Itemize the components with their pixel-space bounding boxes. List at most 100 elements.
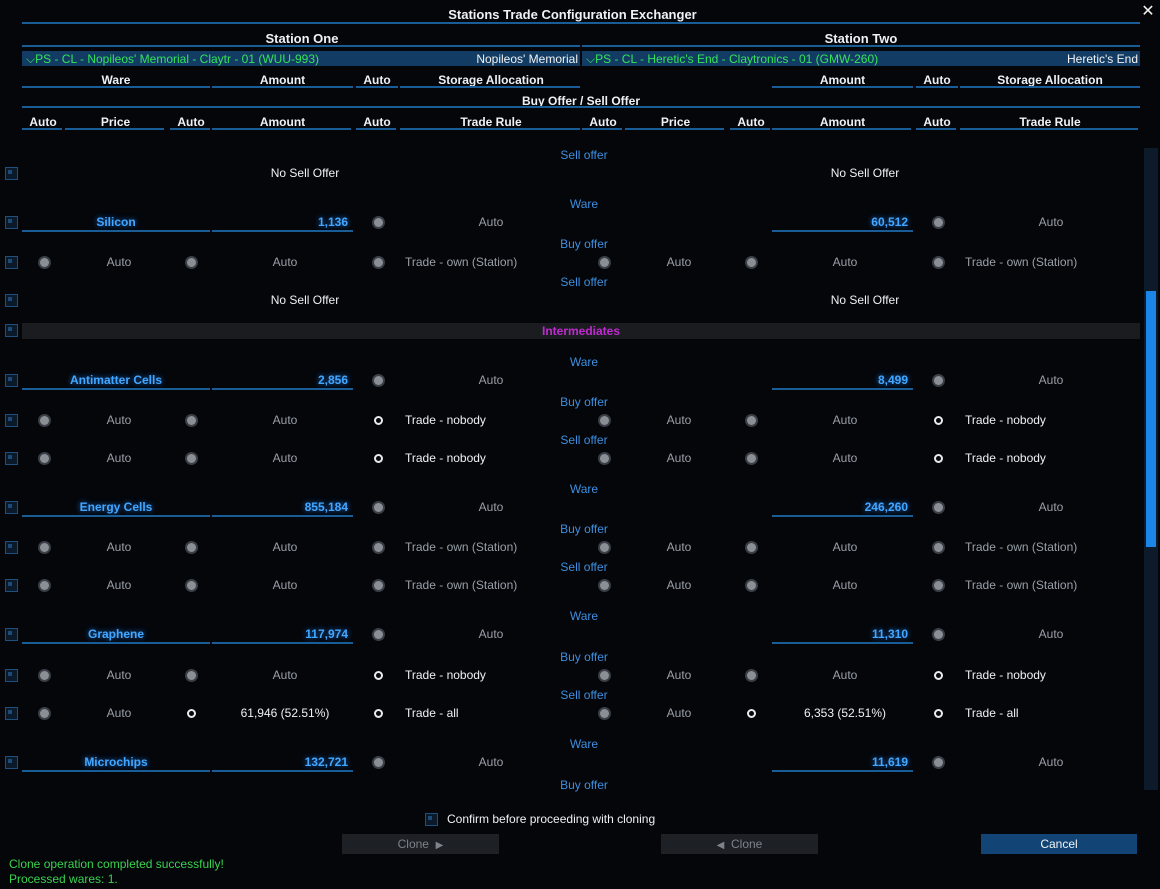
radio-selected-icon[interactable] <box>374 376 383 385</box>
radio-unselected-icon[interactable] <box>374 454 383 463</box>
radio-selected-icon[interactable] <box>187 581 196 590</box>
storage-amount-right[interactable]: 8,499 <box>877 373 908 387</box>
trade-rule-right: Trade - own (Station) <box>965 578 1078 592</box>
radio-selected-icon[interactable] <box>934 581 943 590</box>
row-checkbox[interactable] <box>5 756 18 769</box>
radio-unselected-icon[interactable] <box>374 416 383 425</box>
radio-unselected-icon[interactable] <box>934 454 943 463</box>
amount-right: Auto <box>832 255 858 269</box>
price-right: Auto <box>666 706 692 720</box>
radio-selected-icon[interactable] <box>374 758 383 767</box>
radio-selected-icon[interactable] <box>40 258 49 267</box>
radio-selected-icon[interactable] <box>40 581 49 590</box>
radio-selected-icon[interactable] <box>600 671 609 680</box>
radio-unselected-icon[interactable] <box>934 709 943 718</box>
radio-unselected-icon[interactable] <box>374 671 383 680</box>
radio-selected-icon[interactable] <box>747 543 756 552</box>
radio-selected-icon[interactable] <box>40 671 49 680</box>
radio-unselected-icon[interactable] <box>747 709 756 718</box>
radio-selected-icon[interactable] <box>187 454 196 463</box>
radio-selected-icon[interactable] <box>600 258 609 267</box>
no-sell-offer-right: No Sell Offer <box>830 166 900 180</box>
radio-selected-icon[interactable] <box>600 543 609 552</box>
radio-selected-icon[interactable] <box>40 454 49 463</box>
radio-selected-icon[interactable] <box>40 709 49 718</box>
radio-selected-icon[interactable] <box>934 258 943 267</box>
radio-unselected-icon[interactable] <box>187 709 196 718</box>
radio-selected-icon[interactable] <box>934 503 943 512</box>
radio-selected-icon[interactable] <box>600 581 609 590</box>
col-trade-rule: Trade Rule <box>460 115 522 129</box>
radio-selected-icon[interactable] <box>187 543 196 552</box>
radio-selected-icon[interactable] <box>600 709 609 718</box>
radio-selected-icon[interactable] <box>187 258 196 267</box>
row-checkbox[interactable] <box>5 628 18 641</box>
confirm-checkbox[interactable] <box>425 813 438 826</box>
radio-selected-icon[interactable] <box>374 543 383 552</box>
col-trade-rule: Trade Rule <box>1019 115 1081 129</box>
col-auto: Auto <box>737 115 765 129</box>
storage-amount-right[interactable]: 60,512 <box>871 215 908 229</box>
cancel-button[interactable]: Cancel <box>981 834 1137 854</box>
radio-selected-icon[interactable] <box>187 671 196 680</box>
clone-to-station-one-button[interactable]: ◀ Clone <box>661 834 818 854</box>
radio-selected-icon[interactable] <box>934 630 943 639</box>
row-checkbox[interactable] <box>5 294 18 307</box>
station-two-selector[interactable] <box>582 51 1140 66</box>
row-checkbox[interactable] <box>5 216 18 229</box>
radio-selected-icon[interactable] <box>934 758 943 767</box>
radio-selected-icon[interactable] <box>600 416 609 425</box>
storage-amount-left[interactable]: 2,856 <box>317 373 348 387</box>
radio-selected-icon[interactable] <box>374 503 383 512</box>
radio-selected-icon[interactable] <box>600 454 609 463</box>
radio-unselected-icon[interactable] <box>934 416 943 425</box>
clone-to-station-two-button[interactable]: Clone ▶ <box>342 834 499 854</box>
radio-selected-icon[interactable] <box>934 543 943 552</box>
group-label: Intermediates <box>541 324 621 338</box>
row-checkbox[interactable] <box>5 707 18 720</box>
radio-selected-icon[interactable] <box>374 258 383 267</box>
row-checkbox[interactable] <box>5 452 18 465</box>
col-storage-allocation: Storage Allocation <box>997 73 1103 87</box>
radio-selected-icon[interactable] <box>934 376 943 385</box>
no-sell-offer-left: No Sell Offer <box>270 166 340 180</box>
station-two-selector-value[interactable]: ⌵PS - CL - Heretic's End - Claytronics -… <box>586 52 879 66</box>
row-checkbox[interactable] <box>5 167 18 180</box>
station-one-selector-value[interactable]: ⌵PS - CL - Nopileos' Memorial - Claytr -… <box>26 52 320 66</box>
radio-selected-icon[interactable] <box>934 218 943 227</box>
storage-amount-left[interactable]: 855,184 <box>304 500 348 514</box>
storage-amount-left[interactable]: 1,136 <box>317 215 348 229</box>
radio-selected-icon[interactable] <box>747 416 756 425</box>
radio-selected-icon[interactable] <box>747 581 756 590</box>
station-one-selector[interactable] <box>22 51 580 66</box>
storage-amount-left[interactable]: 132,721 <box>304 755 348 769</box>
row-checkbox[interactable] <box>5 541 18 554</box>
storage-amount-left[interactable]: 117,974 <box>305 627 348 641</box>
radio-selected-icon[interactable] <box>40 543 49 552</box>
row-checkbox[interactable] <box>5 579 18 592</box>
close-icon[interactable]: ✕ <box>1141 3 1155 20</box>
radio-selected-icon[interactable] <box>747 671 756 680</box>
row-checkbox[interactable] <box>5 256 18 269</box>
row-checkbox[interactable] <box>5 501 18 514</box>
row-checkbox[interactable] <box>5 374 18 387</box>
row-checkbox[interactable] <box>5 669 18 682</box>
radio-unselected-icon[interactable] <box>934 671 943 680</box>
scrollbar-thumb[interactable] <box>1146 291 1156 547</box>
radio-selected-icon[interactable] <box>374 630 383 639</box>
radio-selected-icon[interactable] <box>747 454 756 463</box>
radio-selected-icon[interactable] <box>374 581 383 590</box>
radio-selected-icon[interactable] <box>187 416 196 425</box>
radio-selected-icon[interactable] <box>747 258 756 267</box>
radio-selected-icon[interactable] <box>374 218 383 227</box>
storage-amount-right[interactable]: 246,260 <box>864 500 908 514</box>
radio-selected-icon[interactable] <box>40 416 49 425</box>
storage-amount-right[interactable]: 11,310 <box>871 627 908 641</box>
storage-amount-right[interactable]: 11,619 <box>871 755 908 769</box>
storage-allocation-left: Auto <box>478 215 504 229</box>
row-checkbox[interactable] <box>5 414 18 427</box>
row-checkbox[interactable] <box>5 324 18 337</box>
ware-name: Antimatter Cells <box>69 373 163 387</box>
radio-unselected-icon[interactable] <box>374 709 383 718</box>
group-header <box>22 323 1140 339</box>
